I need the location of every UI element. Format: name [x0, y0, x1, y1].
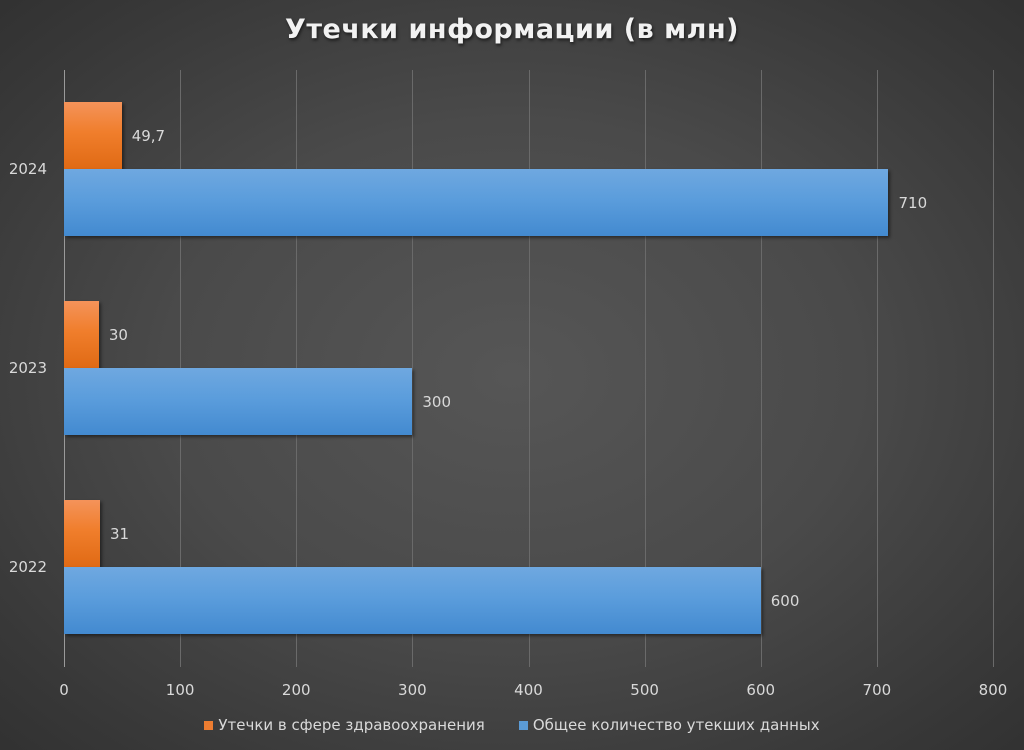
x-tick-label: 700 [862, 681, 892, 699]
data-label: 30 [108, 325, 128, 344]
legend-label: Общее количество утекших данных [532, 716, 820, 734]
chart-title: Утечки информации (в млн) [285, 14, 739, 45]
bar-total-2023[interactable] [64, 368, 413, 435]
x-tick-label: 0 [59, 681, 69, 699]
legend-item-healthcare[interactable]: Утечки в сфере здравоохранения [204, 716, 485, 734]
data-label: 600 [770, 591, 800, 610]
data-label: 49,7 [131, 126, 166, 145]
data-label: 300 [422, 392, 452, 411]
bar-healthcare-2023[interactable] [64, 301, 99, 368]
y-category-label: 2023 [8, 359, 47, 377]
legend-swatch-orange [204, 720, 214, 730]
plot-area: 49,7 710 30 300 31 600 [64, 70, 994, 667]
data-label: 710 [898, 193, 928, 212]
x-tick-label: 100 [165, 681, 195, 699]
bar-healthcare-2024[interactable] [64, 102, 122, 169]
x-tick-label: 500 [630, 681, 659, 699]
legend-label: Утечки в сфере здравоохранения [218, 716, 485, 734]
y-category-label: 2024 [8, 160, 47, 178]
bar-total-2024[interactable] [64, 169, 889, 236]
x-tick-label: 400 [514, 681, 543, 699]
gridline [528, 70, 530, 667]
bar-healthcare-2022[interactable] [64, 500, 100, 567]
x-tick-label: 300 [398, 681, 427, 699]
x-tick-label: 800 [978, 681, 1008, 699]
bar-total-2022[interactable] [64, 567, 761, 634]
data-label: 31 [109, 524, 130, 543]
gridline [412, 70, 414, 667]
gridline [760, 70, 762, 667]
gridline [644, 70, 646, 667]
legend: Утечки в сфере здравоохранения Общее кол… [0, 716, 1024, 734]
gridline [993, 70, 994, 667]
legend-swatch-blue [518, 720, 528, 730]
gridline [876, 70, 878, 667]
legend-item-total[interactable]: Общее количество утекших данных [518, 716, 820, 734]
x-tick-label: 200 [281, 681, 311, 699]
y-category-label: 2022 [8, 558, 47, 576]
x-tick-label: 600 [746, 681, 776, 699]
